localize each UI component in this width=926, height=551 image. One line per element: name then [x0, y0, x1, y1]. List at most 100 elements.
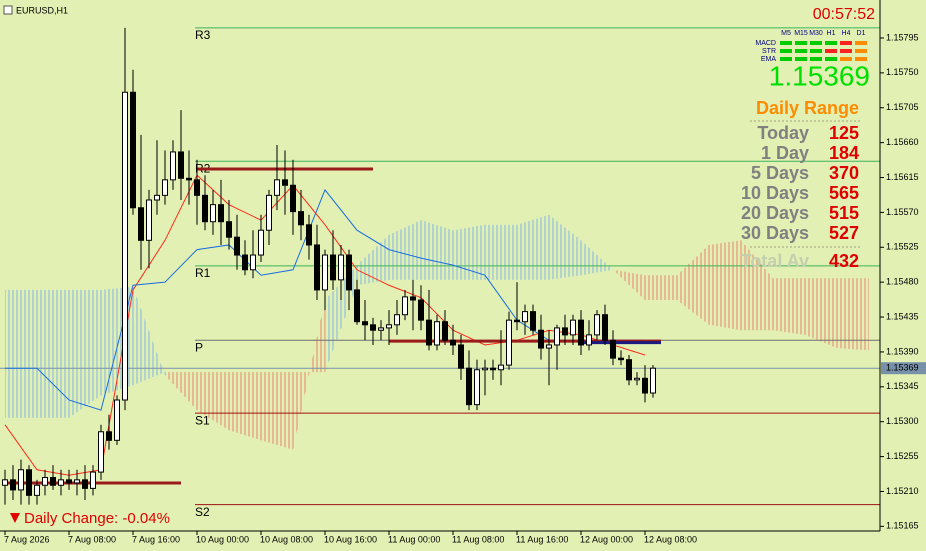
candle-body	[2, 479, 8, 486]
candle-body	[434, 321, 440, 346]
bid-label: 1.15369	[886, 363, 919, 373]
candle-body	[146, 199, 152, 241]
cloud-segment	[677, 244, 709, 325]
candle-body	[386, 324, 392, 329]
signal-box	[855, 41, 867, 45]
range-value: 527	[829, 223, 859, 243]
symbol-icon	[3, 5, 13, 15]
candle-body	[74, 479, 80, 484]
x-tick-label: 12 Aug 08:00	[644, 534, 697, 544]
candle-body	[90, 471, 96, 489]
range-label: Today	[757, 123, 809, 143]
timeframe-label: H4	[842, 30, 851, 37]
signal-box	[810, 57, 822, 61]
x-tick-label: 10 Aug 16:00	[324, 534, 377, 544]
cloud-segment	[133, 286, 165, 386]
candle-body	[234, 236, 240, 256]
signal-box	[840, 41, 852, 45]
range-value: 370	[829, 163, 859, 183]
cloud-segment	[197, 372, 229, 431]
y-tick-label: 1.15525	[886, 242, 919, 252]
y-tick-label: 1.15210	[886, 486, 919, 496]
candle-body	[490, 367, 496, 371]
cloud-segment	[69, 289, 101, 418]
cloud-segment	[229, 372, 261, 441]
range-total-value: 432	[829, 251, 859, 271]
cloud-segment	[773, 278, 805, 335]
timeframe-label: D1	[857, 30, 866, 37]
candle-body	[194, 179, 200, 196]
timeframe-label: M5	[781, 30, 791, 37]
clock: 00:57:52	[813, 6, 875, 23]
cloud-segment	[485, 224, 517, 280]
signal-box	[810, 41, 822, 45]
candle-body	[154, 194, 160, 201]
candle-body	[482, 367, 488, 371]
cloud-segment	[645, 275, 677, 300]
y-tick-label: 1.15165	[886, 521, 919, 531]
candle-body	[642, 377, 648, 394]
timeframe-label: M15	[794, 30, 808, 37]
y-tick-label: 1.15255	[886, 451, 919, 461]
candle-body	[474, 369, 480, 406]
candle-body	[338, 254, 344, 281]
x-tick-label: 7 Aug 16:00	[132, 534, 180, 544]
candle-body	[138, 207, 144, 241]
candle-body	[282, 179, 288, 186]
candle-body	[346, 254, 352, 291]
candle-body	[562, 327, 568, 336]
signal-box	[855, 49, 867, 53]
cloud-segment	[581, 240, 613, 276]
candle-body	[210, 204, 216, 223]
daily-change-value: -0.04%	[122, 510, 170, 527]
x-tick-label: 11 Aug 08:00	[452, 534, 504, 544]
x-tick-label: 11 Aug 16:00	[516, 534, 568, 544]
candle-body	[466, 367, 472, 406]
timeframe-label: M30	[809, 30, 823, 37]
signal-box	[825, 49, 837, 53]
candle-body	[242, 254, 248, 271]
daily-range-title: Daily Range	[756, 98, 859, 118]
cloud-segment	[741, 240, 773, 331]
pivot-label: S1	[195, 413, 210, 427]
candle-body	[626, 359, 632, 381]
candle-body	[426, 319, 432, 346]
overlay: EURUSD,H1 00:57:52 1.15369 Daily Range D…	[3, 5, 875, 527]
candle-body	[650, 367, 656, 394]
range-value: 565	[829, 183, 859, 203]
candle-body	[114, 399, 120, 441]
candle-body	[10, 479, 16, 491]
candle-body	[290, 184, 296, 213]
y-tick-label: 1.15570	[886, 207, 919, 217]
candle-body	[418, 299, 424, 321]
cloud-segment	[837, 278, 869, 351]
candle-body	[578, 319, 584, 346]
plot-area: R3R2R1PS1S2	[0, 27, 880, 519]
signal-box	[795, 41, 807, 45]
candle-body	[26, 469, 32, 496]
y-tick-label: 1.15300	[886, 416, 919, 426]
candle-body	[586, 334, 592, 346]
range-label: 10 Days	[741, 183, 809, 203]
y-tick-label: 1.15705	[886, 102, 919, 112]
candle-body	[378, 327, 384, 331]
candle-body	[330, 254, 336, 281]
range-label: 5 Days	[751, 163, 809, 183]
candle-body	[538, 329, 544, 349]
candle-body	[106, 431, 112, 441]
y-tick-label: 1.15480	[886, 277, 919, 287]
cloud-segment	[709, 240, 741, 331]
candle-body	[162, 179, 168, 196]
signal-name: STR	[762, 48, 776, 55]
signal-name: MACD	[755, 40, 776, 47]
candle-body	[546, 344, 552, 349]
cloud-segment	[5, 289, 37, 418]
candle-body	[266, 194, 272, 231]
signal-box	[795, 57, 807, 61]
daily-change-label: Daily Change:	[24, 510, 118, 527]
range-value: 184	[829, 143, 859, 163]
candle-body	[314, 244, 320, 291]
candle-body	[18, 469, 24, 491]
